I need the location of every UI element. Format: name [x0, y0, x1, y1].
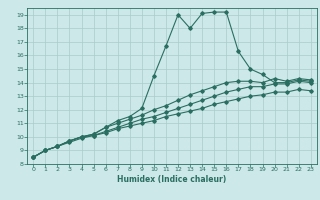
X-axis label: Humidex (Indice chaleur): Humidex (Indice chaleur) [117, 175, 227, 184]
